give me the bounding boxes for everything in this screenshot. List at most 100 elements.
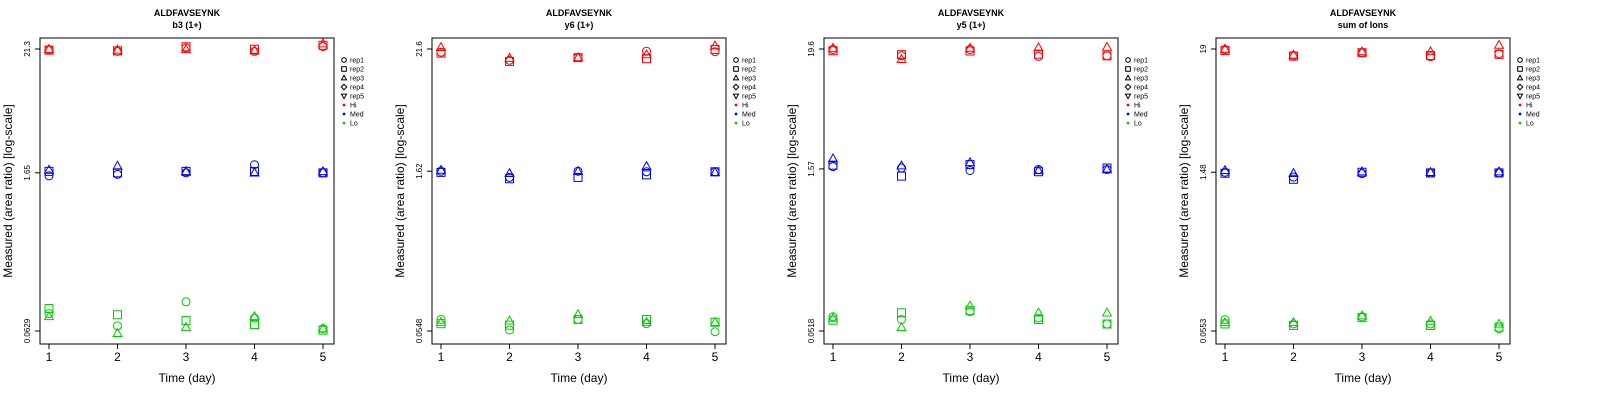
data-point-med — [1357, 167, 1367, 177]
x-tick-label: 2 — [506, 350, 513, 364]
legend-marker-rep3 — [340, 74, 348, 81]
data-point-med — [1356, 165, 1368, 176]
data-point-hi — [1288, 49, 1299, 59]
legend-entry-hi: Hi — [1134, 103, 1141, 110]
data-point-hi — [1033, 41, 1044, 52]
data-point-hi — [896, 53, 907, 63]
legend-entry-rep5: rep5 — [742, 94, 756, 101]
data-point-hi — [1101, 41, 1113, 51]
legend-entry-rep1: rep1 — [1134, 58, 1148, 65]
legend-marker-rep5 — [1124, 93, 1132, 100]
data-point-med — [964, 156, 976, 167]
data-point-hi — [641, 48, 652, 59]
legend-entry-rep1: rep1 — [742, 58, 756, 65]
legend-entry-rep5: rep5 — [350, 94, 364, 101]
legend-entry-rep4: rep4 — [1134, 85, 1148, 92]
data-point-lo — [573, 314, 583, 324]
data-point-hi — [1034, 51, 1043, 61]
x-tick-label: 2 — [1290, 350, 1297, 364]
legend-dot-hi — [1518, 103, 1522, 107]
data-point-hi — [709, 40, 721, 50]
data-point-med — [1034, 167, 1043, 177]
y-axis-label: Measured (area ratio) [log-scale] — [1177, 104, 1191, 277]
data-point-lo — [1426, 320, 1435, 330]
data-point-lo — [317, 323, 329, 333]
legend-dot-med — [342, 112, 346, 116]
data-point-med — [573, 172, 583, 182]
data-point-lo — [1425, 315, 1436, 325]
data-point-lo — [505, 325, 514, 335]
chart-subtitle: y5 (1+) — [957, 20, 986, 30]
legend-entry-med: Med — [1134, 112, 1148, 119]
legend-entry-rep4: rep4 — [742, 85, 756, 92]
legend-entry-med: Med — [350, 112, 364, 119]
x-tick-label: 4 — [1035, 350, 1042, 364]
x-tick-label: 1 — [1222, 350, 1229, 364]
chart-title: ALDFAVSEYNK — [938, 8, 1005, 18]
y-tick-label: 0.0553 — [1199, 318, 1208, 343]
data-point-hi — [642, 46, 651, 56]
data-point-med — [1219, 164, 1231, 175]
legend-entry-hi: Hi — [742, 103, 749, 110]
data-point-hi — [964, 42, 976, 52]
legend-entry-hi: Hi — [1526, 103, 1533, 110]
data-point-lo — [641, 316, 652, 326]
data-point-med — [1494, 168, 1504, 178]
data-point-med — [317, 165, 329, 176]
x-tick-label: 1 — [46, 350, 53, 364]
data-point-hi — [113, 46, 122, 56]
data-point-hi — [572, 51, 584, 62]
data-point-lo — [180, 321, 192, 331]
data-point-hi — [710, 44, 720, 54]
data-point-lo — [112, 327, 123, 337]
data-point-lo — [572, 308, 584, 319]
legend-dot-hi — [734, 103, 738, 107]
data-point-lo — [43, 310, 55, 321]
data-point-med — [897, 171, 906, 181]
chart-title: ALDFAVSEYNK — [1330, 8, 1397, 18]
data-point-hi — [317, 38, 329, 48]
legend-marker-rep2 — [341, 66, 347, 72]
plot-frame — [823, 37, 1119, 345]
legend-marker-rep4 — [340, 83, 348, 91]
legend-dot-med — [1126, 112, 1130, 116]
legend-marker-rep1 — [341, 57, 347, 63]
data-point-hi — [1034, 49, 1043, 59]
data-point-lo — [44, 309, 54, 319]
x-tick-label: 2 — [114, 350, 121, 364]
data-point-hi — [1357, 48, 1367, 58]
data-point-lo — [181, 297, 191, 307]
data-point-hi — [436, 48, 446, 58]
data-point-hi — [1493, 39, 1505, 49]
y-axis-label: Measured (area ratio) [log-scale] — [1, 104, 15, 277]
x-tick-label: 5 — [712, 350, 719, 364]
x-tick-label: 3 — [967, 350, 974, 364]
legend-entry-rep3: rep3 — [1134, 76, 1148, 83]
y-tick-label: 21.6 — [415, 41, 424, 57]
legend-dot-med — [734, 112, 738, 116]
legend-marker-rep4 — [1124, 83, 1132, 91]
data-point-lo — [1288, 316, 1299, 327]
data-point-lo — [113, 310, 122, 320]
data-point-hi — [1426, 51, 1435, 61]
data-point-lo — [1356, 310, 1368, 320]
data-point-med — [965, 165, 975, 175]
legend-entry-rep1: rep1 — [1526, 58, 1540, 65]
legend-entry-rep4: rep4 — [350, 85, 364, 92]
data-point-lo — [435, 316, 447, 326]
data-point-med — [828, 160, 838, 170]
data-point-hi — [181, 42, 191, 52]
legend-entry-rep5: rep5 — [1526, 94, 1540, 101]
data-point-hi — [1219, 43, 1231, 53]
x-tick-label: 3 — [575, 350, 582, 364]
data-point-med — [249, 167, 260, 177]
data-point-hi — [1289, 51, 1298, 61]
data-point-hi — [1356, 45, 1368, 56]
y-tick-label: 19.6 — [807, 41, 816, 57]
data-point-med — [505, 174, 514, 184]
legend-entry-rep3: rep3 — [350, 76, 364, 83]
legend-dot-lo — [342, 121, 346, 125]
chart-subtitle: b3 (1+) — [172, 20, 201, 30]
data-point-lo — [249, 310, 260, 321]
